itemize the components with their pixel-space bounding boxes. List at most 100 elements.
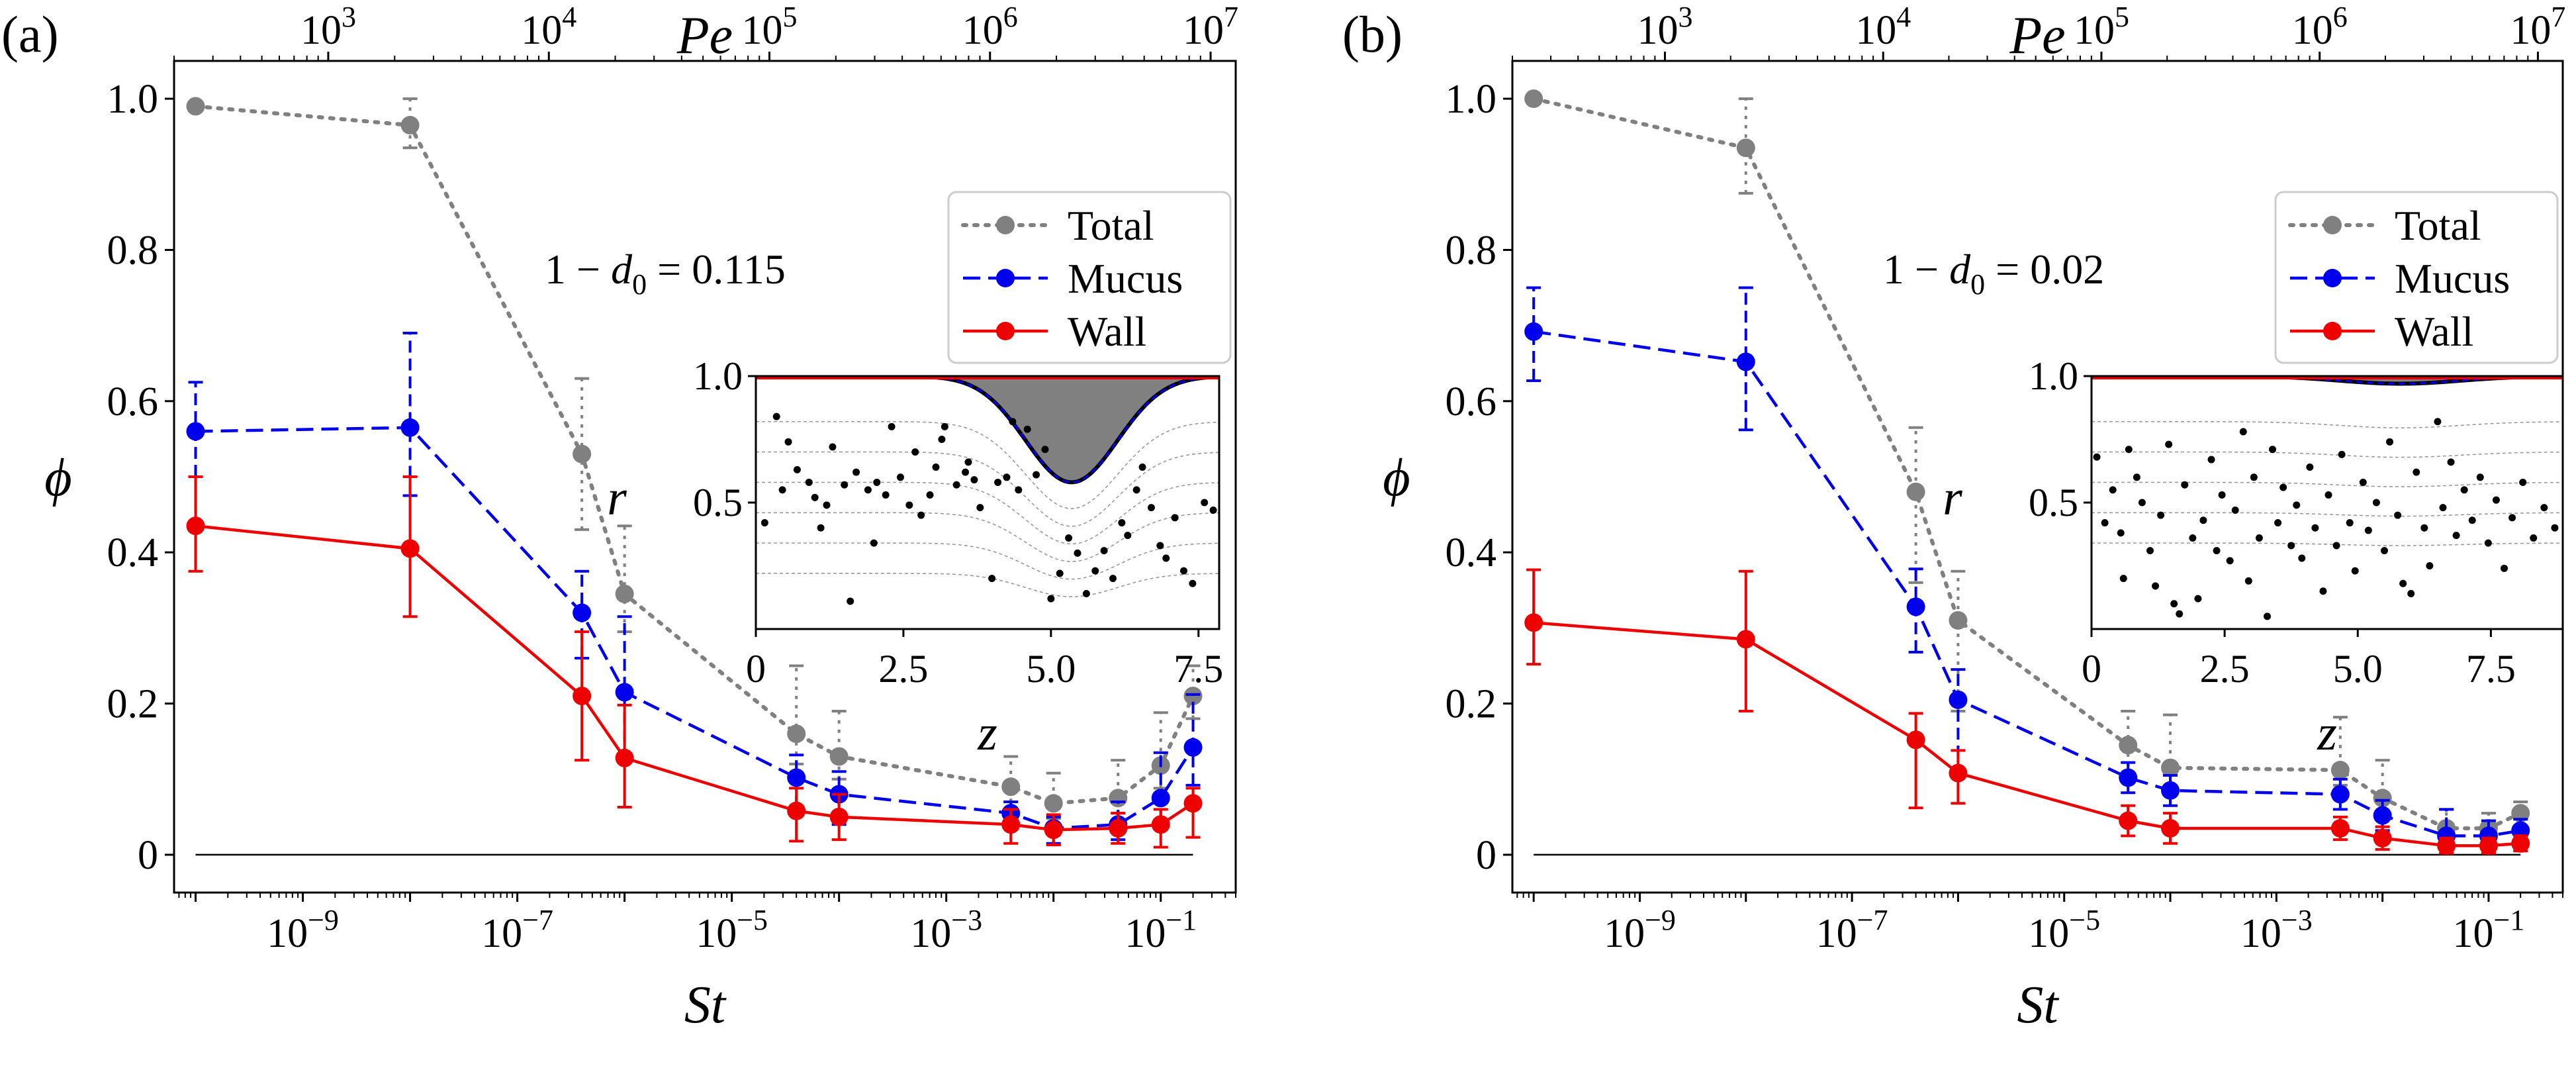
data-point xyxy=(787,768,806,787)
inset-particle xyxy=(2138,499,2146,507)
data-point xyxy=(2373,789,2392,808)
inset-y-axis-title: r xyxy=(607,470,627,526)
x-tick-label: 10−3 xyxy=(910,904,982,956)
x-tick-label-exp: −9 xyxy=(1645,904,1676,936)
data-point xyxy=(2511,834,2530,853)
inset-x-tick-label: 2.5 xyxy=(878,647,928,691)
data-point xyxy=(829,807,849,826)
inset-particle xyxy=(1023,425,1031,433)
inset-particle xyxy=(817,524,825,532)
top-tick-label: 103 xyxy=(1637,1,1692,53)
inset-particle xyxy=(2306,463,2314,471)
top-tick-label-base: 10 xyxy=(300,8,342,53)
data-point xyxy=(2373,806,2392,825)
data-point xyxy=(1524,89,1543,109)
data-point xyxy=(186,516,205,536)
x-tick-label-base: 10 xyxy=(696,911,737,956)
inset-particle xyxy=(2250,473,2258,481)
top-tick-label-exp: 6 xyxy=(2333,1,2348,33)
data-point xyxy=(2373,828,2392,848)
data-point xyxy=(1151,789,1170,808)
inset-background xyxy=(756,376,1219,629)
data-point xyxy=(1949,690,1968,709)
inset-particle xyxy=(2439,504,2447,512)
top-tick-label: 106 xyxy=(962,1,1018,53)
x-tick-label-exp: −5 xyxy=(2069,904,2100,936)
inset-particle xyxy=(976,504,984,512)
inset-particle xyxy=(778,486,786,494)
inset-particle xyxy=(911,448,919,456)
inset-particle xyxy=(2399,579,2407,587)
inset-particle xyxy=(1138,463,1146,471)
y-tick-label: 0.8 xyxy=(1446,228,1497,273)
data-point xyxy=(615,683,634,702)
legend-box xyxy=(2274,191,2559,364)
top-tick-label-base: 10 xyxy=(1637,8,1678,53)
data-point xyxy=(787,724,806,744)
data-point xyxy=(2119,736,2138,755)
inset-particle xyxy=(2157,511,2165,519)
inset-y-tick-label: 0.5 xyxy=(693,481,743,524)
inset-particle xyxy=(888,422,896,430)
inset-x-tick-label: 2.5 xyxy=(2200,647,2250,691)
inset-particle xyxy=(805,478,813,486)
x-tick-label: 10−7 xyxy=(1816,904,1888,956)
inset-y-tick-label: 1.0 xyxy=(2029,354,2078,398)
x-tick-label-exp: −1 xyxy=(1166,904,1197,936)
inset-particle xyxy=(988,575,996,583)
inset-particle xyxy=(905,501,913,509)
data-point xyxy=(1109,818,1128,838)
inset-particle xyxy=(2324,491,2332,499)
annotation-sub: 0 xyxy=(1970,268,1985,301)
x-tick-label-exp: −5 xyxy=(737,904,768,936)
inset-particle xyxy=(870,539,878,547)
inset-particle xyxy=(2244,577,2252,585)
inset-particle xyxy=(2133,473,2140,481)
inset-particle xyxy=(2364,526,2372,534)
inset-particle xyxy=(852,468,860,476)
data-point xyxy=(2119,768,2138,787)
inset-particle xyxy=(2359,478,2367,486)
data-point xyxy=(573,687,592,706)
legend-label: Total xyxy=(2395,202,2481,249)
y-tick-label: 1.0 xyxy=(107,77,159,122)
top-tick-label-exp: 7 xyxy=(1224,1,1238,33)
top-tick-label-exp: 3 xyxy=(342,1,356,33)
inset-particle xyxy=(2274,519,2282,527)
legend: Total Mucus Wall xyxy=(947,191,1232,364)
inset-particle xyxy=(2239,428,2247,436)
inset-particle xyxy=(2263,612,2271,620)
inset-body xyxy=(2092,376,2563,629)
inset-particle xyxy=(896,473,904,481)
inset-particle xyxy=(2170,600,2178,608)
inset-y-tick-label: 0.5 xyxy=(2029,481,2078,524)
top-tick-label: 104 xyxy=(521,1,576,53)
y-tick-label: 0.6 xyxy=(1446,379,1497,424)
inset-particle xyxy=(2152,582,2160,590)
x-tick-label-exp: −3 xyxy=(951,904,982,936)
data-point xyxy=(1736,630,1755,649)
inset-particle xyxy=(1074,549,1081,557)
inset-streamline xyxy=(756,481,1219,545)
inset-particle xyxy=(2207,456,2215,463)
x-tick-label-base: 10 xyxy=(2028,911,2069,956)
x-tick-label: 10−7 xyxy=(481,904,553,956)
inset-particle xyxy=(1189,579,1197,587)
legend-marker xyxy=(2323,216,2342,234)
data-point xyxy=(1736,138,1755,158)
inset-particle xyxy=(1109,575,1117,583)
x-tick-label-exp: −7 xyxy=(1857,904,1888,936)
inset-particle xyxy=(2287,542,2295,550)
legend-label: Wall xyxy=(1068,308,1146,355)
inset-particle xyxy=(2199,516,2207,524)
inset-particle xyxy=(917,511,925,519)
y-tick-label: 0.4 xyxy=(107,530,159,575)
inset-particle xyxy=(2231,506,2239,514)
data-point xyxy=(2119,811,2138,830)
inset-particle xyxy=(760,519,768,527)
inset-particle xyxy=(1082,590,1090,598)
inset-particle xyxy=(1015,486,1023,494)
data-point xyxy=(1906,730,1925,750)
inset-x-axis-title: z xyxy=(2317,705,2337,761)
